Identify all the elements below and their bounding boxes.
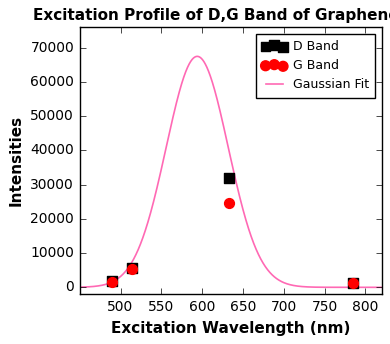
Line: Gaussian Fit: Gaussian Fit	[80, 56, 382, 287]
D Band	[226, 175, 232, 181]
Y-axis label: Intensities: Intensities	[8, 115, 23, 206]
Gaussian Fit	[370, 285, 375, 289]
D Band	[109, 278, 115, 284]
Gaussian Fit	[93, 284, 98, 288]
Gaussian Fit	[224, 138, 229, 142]
Legend: D Band, G Band, Gaussian Fit: D Band, G Band, Gaussian Fit	[255, 33, 376, 98]
Gaussian Fit	[77, 285, 82, 289]
Gaussian Fit	[379, 285, 384, 289]
G Band	[129, 267, 135, 272]
G Band	[109, 279, 115, 284]
D Band	[350, 280, 356, 286]
G Band	[226, 201, 232, 206]
X-axis label: Excitation Wavelength (nm): Excitation Wavelength (nm)	[111, 321, 350, 336]
Title: Excitation Profile of D,G Band of Graphene-Au: Excitation Profile of D,G Band of Graphe…	[33, 8, 390, 23]
Gaussian Fit	[216, 104, 221, 108]
Gaussian Fit	[315, 285, 320, 289]
Gaussian Fit	[195, 54, 200, 58]
D Band	[129, 265, 135, 271]
G Band	[350, 280, 356, 285]
Gaussian Fit	[371, 285, 376, 289]
